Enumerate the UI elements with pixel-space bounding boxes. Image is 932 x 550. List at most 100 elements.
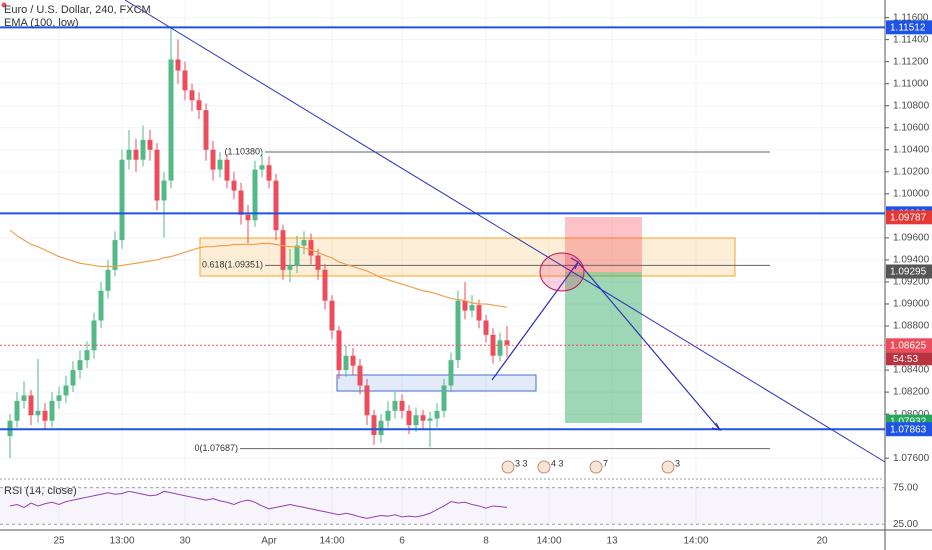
y-tick-label: 1.10400 bbox=[893, 144, 930, 155]
event-icon bbox=[589, 460, 603, 474]
candle-body bbox=[238, 190, 244, 215]
x-tick-label: 30 bbox=[179, 536, 191, 547]
y-tick-label: 1.08800 bbox=[893, 321, 930, 332]
candle-body bbox=[168, 59, 174, 181]
price-tag-label: 1.11512 bbox=[890, 22, 926, 33]
price-tag-label: 1.09787 bbox=[890, 212, 927, 223]
symbol-title: Euro / U.S. Dollar, 240, FXCM bbox=[4, 4, 151, 16]
candle-body bbox=[308, 240, 314, 256]
candle-body bbox=[252, 169, 258, 221]
candle-body bbox=[98, 290, 104, 321]
candle-body bbox=[126, 149, 132, 160]
candle-body bbox=[350, 355, 356, 366]
candle-body bbox=[434, 410, 440, 419]
candle-body bbox=[84, 350, 90, 361]
candle-body bbox=[336, 330, 342, 371]
price-tag-label: 1.09295 bbox=[890, 267, 927, 278]
trendline bbox=[124, 0, 886, 463]
candle-body bbox=[119, 159, 125, 241]
candle-body bbox=[140, 139, 146, 160]
highlight-circle bbox=[539, 252, 585, 292]
x-tick-label: 14:00 bbox=[536, 536, 561, 547]
candle-body bbox=[189, 90, 195, 101]
rsi-tick-label: 25.00 bbox=[893, 519, 918, 530]
candle-body bbox=[455, 300, 461, 361]
y-tick-label: 1.10600 bbox=[893, 122, 930, 133]
candle-body bbox=[70, 370, 76, 386]
candle-body bbox=[280, 230, 286, 270]
candle-body bbox=[77, 360, 83, 371]
grid bbox=[0, 0, 885, 530]
candle-body bbox=[315, 255, 321, 270]
event-label: 7 bbox=[603, 458, 608, 468]
candle-body bbox=[133, 149, 139, 160]
candle-body bbox=[28, 395, 34, 416]
candle-body bbox=[259, 165, 265, 170]
candle-body bbox=[462, 300, 468, 311]
y-tick-label: 1.09400 bbox=[893, 255, 930, 266]
y-tick-label: 1.11000 bbox=[893, 78, 929, 89]
y-tick-label: 1.11600 bbox=[893, 12, 929, 23]
rsi-label: RSI (14, close) bbox=[4, 485, 77, 497]
candle-body bbox=[301, 240, 307, 246]
x-tick-label: 13 bbox=[606, 536, 618, 547]
candle-body bbox=[399, 400, 405, 411]
candle-body bbox=[42, 410, 48, 421]
y-tick-label: 1.09000 bbox=[893, 299, 930, 310]
fib-label: 0(1.07687) bbox=[194, 443, 238, 453]
candle-body bbox=[364, 385, 370, 416]
candle-body bbox=[224, 159, 230, 181]
candle-body bbox=[413, 415, 419, 426]
target-zone bbox=[565, 272, 642, 423]
candle-body bbox=[49, 400, 55, 421]
candle-body bbox=[343, 355, 349, 371]
event-label: 3 bbox=[675, 458, 680, 468]
rsi-tick-label: 75.00 bbox=[893, 482, 918, 493]
candle-body bbox=[469, 305, 475, 311]
event-icon bbox=[537, 460, 551, 474]
price-tag bbox=[886, 210, 932, 225]
price-tag bbox=[886, 20, 932, 35]
y-tick-label: 1.07600 bbox=[893, 453, 930, 464]
price-tag-label: 1.07863 bbox=[890, 424, 927, 435]
y-tick-label: 1.08000 bbox=[893, 409, 930, 420]
countdown-tag bbox=[886, 352, 932, 366]
candle-body bbox=[231, 180, 237, 191]
candle-body bbox=[35, 410, 41, 416]
candle-body bbox=[273, 180, 279, 231]
countdown: 54:53 bbox=[893, 354, 918, 365]
candle-body bbox=[448, 360, 454, 386]
arrow-head bbox=[711, 422, 722, 431]
candle-body bbox=[371, 415, 377, 436]
candle-body bbox=[294, 245, 300, 266]
candle-body bbox=[56, 395, 62, 401]
candle-body bbox=[210, 149, 216, 170]
event-label: 4 3 bbox=[551, 458, 564, 468]
rsi-line bbox=[9, 490, 508, 519]
candle-body bbox=[357, 365, 363, 386]
fib-label: 0.618(1.09351) bbox=[202, 260, 263, 270]
candle-body bbox=[21, 395, 27, 401]
event-icon bbox=[661, 460, 675, 474]
x-tick-label: 25 bbox=[53, 536, 65, 547]
candle-body bbox=[329, 300, 335, 331]
y-tick-label: 1.09200 bbox=[893, 277, 930, 288]
x-tick-label: 8 bbox=[483, 536, 489, 547]
candle-body bbox=[91, 320, 97, 351]
supply-zone bbox=[199, 237, 736, 277]
candle-body bbox=[392, 400, 398, 411]
price-tag-label: 1.08625 bbox=[890, 340, 927, 351]
candle-body bbox=[266, 165, 272, 181]
ema-line bbox=[9, 229, 508, 308]
candle-body bbox=[63, 385, 69, 396]
candle-body bbox=[196, 100, 202, 111]
candle-body bbox=[385, 410, 391, 421]
candle-body bbox=[203, 110, 209, 150]
status-dot bbox=[1, 2, 7, 8]
candle-body bbox=[420, 415, 426, 421]
x-tick-label: 14:00 bbox=[683, 536, 708, 547]
candle-body bbox=[154, 149, 160, 201]
price-tag bbox=[886, 264, 932, 279]
marks: (1.10380) 0.618(1.09351) 0(1.07687) bbox=[0, 26, 885, 459]
candle-body bbox=[322, 269, 328, 301]
